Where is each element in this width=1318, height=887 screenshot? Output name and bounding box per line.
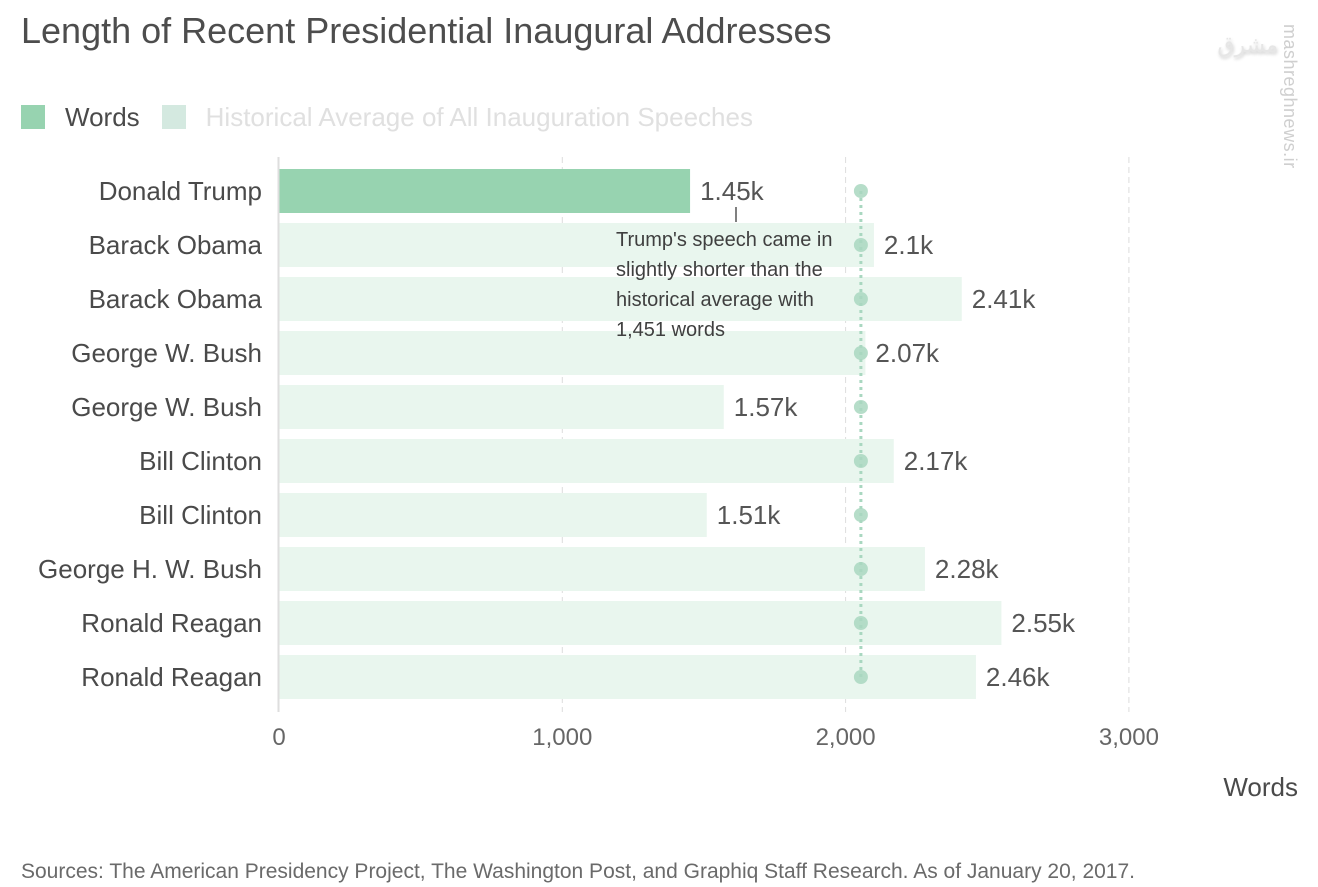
average-marker	[853, 616, 868, 630]
bar	[279, 601, 1002, 645]
category-label: Barack Obama	[89, 284, 263, 314]
average-marker	[853, 670, 868, 684]
value-label: 2.55k	[1011, 608, 1076, 638]
category-label: Donald Trump	[99, 176, 262, 206]
category-label: Barack Obama	[89, 230, 263, 260]
legend-label-words: Words	[65, 101, 140, 132]
bar	[279, 223, 874, 267]
category-label: George W. Bush	[71, 392, 262, 422]
average-marker	[853, 508, 868, 522]
category-label: Bill Clinton	[139, 500, 262, 530]
x-tick-label: 0	[272, 724, 285, 751]
category-label: Ronald Reagan	[81, 662, 262, 692]
value-label: 2.41k	[972, 284, 1037, 314]
chart-title: Length of Recent Presidential Inaugural …	[21, 10, 832, 51]
bar	[279, 385, 724, 429]
value-label: 2.46k	[986, 662, 1051, 692]
value-label: 2.17k	[904, 446, 969, 476]
value-label: 2.1k	[884, 230, 934, 260]
legend: Words Historical Average of All Inaugura…	[21, 100, 775, 134]
annotation-line: historical average with	[616, 289, 814, 311]
x-tick-label: 3,000	[1099, 724, 1159, 751]
average-marker	[853, 184, 868, 198]
x-tick-label: 2,000	[816, 724, 876, 751]
value-label: 2.28k	[935, 554, 1000, 584]
x-axis-title: Words	[1223, 772, 1298, 802]
value-label: 1.45k	[700, 176, 765, 206]
average-marker	[853, 292, 868, 306]
average-marker	[853, 400, 868, 414]
category-label: Ronald Reagan	[81, 608, 262, 638]
average-marker	[853, 454, 868, 468]
bar	[279, 493, 707, 537]
watermark-text: mashreghnews.ir	[1280, 24, 1300, 169]
bar	[279, 331, 866, 375]
bar	[279, 547, 925, 591]
legend-swatch-words	[21, 105, 45, 129]
annotation-line: slightly shorter than the	[616, 259, 823, 281]
bar	[279, 439, 894, 483]
annotation-line: 1,451 words	[616, 319, 725, 341]
legend-swatch-historical-average	[161, 105, 186, 129]
legend-item-historical-average[interactable]: Historical Average of All Inauguration S…	[161, 101, 753, 133]
annotation-line: Trump's speech came in	[616, 229, 833, 251]
average-marker	[853, 562, 868, 576]
average-marker	[853, 346, 868, 360]
watermark-logo: مشرق	[1217, 32, 1278, 57]
bar	[279, 277, 962, 321]
value-label: 1.51k	[717, 500, 782, 530]
x-tick-label: 1,000	[532, 724, 592, 751]
source-note: Sources: The American Presidency Project…	[21, 860, 1136, 883]
annotation: Trump's speech came in slightly shorter …	[616, 225, 876, 345]
legend-label-historical-average: Historical Average of All Inauguration S…	[205, 101, 753, 132]
bar	[279, 655, 976, 699]
value-label: 1.57k	[734, 392, 799, 422]
legend-item-words[interactable]: Words	[21, 102, 140, 133]
average-marker	[853, 238, 868, 252]
category-label: George W. Bush	[71, 338, 262, 368]
bar	[279, 169, 691, 213]
value-label: 2.07k	[875, 338, 940, 368]
category-label: George H. W. Bush	[38, 554, 262, 584]
category-label: Bill Clinton	[139, 446, 262, 476]
watermark: مشرق mashreghnews.ir	[1217, 10, 1310, 180]
